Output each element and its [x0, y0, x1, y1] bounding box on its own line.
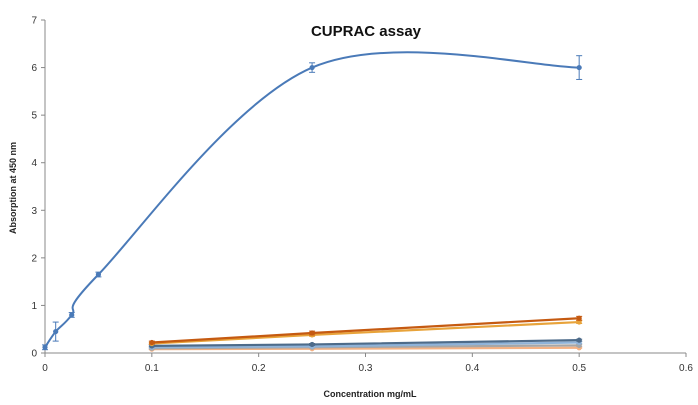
data-point [149, 339, 155, 346]
y-tick-label: 6 [31, 63, 37, 74]
series-line [151, 317, 580, 344]
data-point [309, 330, 315, 336]
data-point [69, 312, 75, 318]
chart-title: CUPRAC assay [311, 23, 422, 40]
data-point [309, 341, 315, 348]
y-axis-title: Absorption at 450 nm [8, 142, 18, 234]
y-tick-label: 2 [31, 253, 37, 264]
data-point [576, 64, 582, 71]
x-tick-label: 0.5 [572, 363, 586, 374]
x-tick-label: 0.1 [145, 363, 159, 374]
x-tick-label: 0.2 [252, 363, 266, 374]
series-line [44, 51, 580, 348]
data-point [309, 64, 315, 71]
y-tick-label: 5 [31, 111, 37, 122]
y-tick-label: 1 [31, 301, 37, 312]
y-tick-labels: 0 1 2 3 4 5 6 7 [31, 16, 45, 360]
y-tick-label: 3 [31, 206, 37, 217]
y-tick-label: 4 [31, 158, 37, 169]
data-point [53, 328, 59, 335]
y-tick-label: 7 [31, 16, 37, 27]
data-point [576, 315, 582, 321]
data-point [576, 337, 582, 343]
x-tick-label: 0.6 [679, 363, 693, 374]
x-tick-label: 0.3 [359, 363, 373, 374]
data-point [576, 319, 582, 325]
series-2 [148, 315, 583, 346]
x-tick-labels: 0 0.1 0.2 0.3 0.4 0.5 0.6 [42, 353, 693, 374]
series-layer [42, 51, 583, 352]
data-point [42, 344, 48, 350]
x-tick-label: 0 [42, 363, 48, 374]
x-tick-label: 0.4 [465, 363, 479, 374]
x-axis-title: Concentration mg/mL [323, 389, 417, 399]
y-tick-label: 0 [31, 349, 37, 360]
data-point [95, 271, 102, 278]
series-1 [42, 51, 583, 351]
